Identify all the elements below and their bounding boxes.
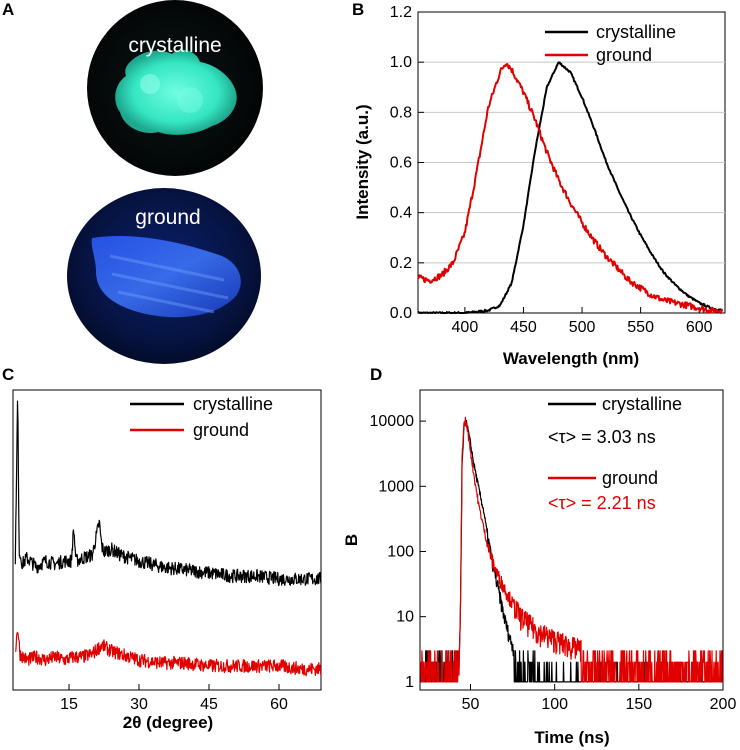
x-tick-label: 400	[452, 319, 479, 336]
y-axis-ticks: 0.0 0.2 0.4 0.6 0.8 1.0 1.2	[390, 4, 424, 322]
x-tick-label: 550	[627, 319, 654, 336]
y-tick-label: 0.8	[390, 104, 412, 121]
legend: crystalline ground	[545, 22, 676, 65]
y-tick-label: 0.2	[390, 255, 412, 272]
legend: crystalline <τ> = 3.03 ns ground <τ> = 2…	[548, 394, 682, 513]
series-group	[417, 61, 723, 314]
legend-label-ground: ground	[193, 420, 249, 440]
x-tick-label: 100	[541, 696, 568, 713]
y-axis-label: Intensity (a.u.)	[353, 104, 372, 219]
series-group	[14, 400, 322, 677]
x-tick-label: 45	[200, 696, 218, 713]
x-axis-label: Time (ns)	[534, 728, 609, 747]
y-tick-label: 1.0	[390, 54, 412, 71]
blob-highlight	[140, 74, 160, 94]
x-tick-label: 150	[625, 696, 652, 713]
series-line-crystalline	[417, 61, 723, 314]
legend-label-ground: ground	[596, 45, 652, 65]
legend-label-crystalline: crystalline	[602, 394, 682, 414]
y-tick-label: 0.4	[390, 205, 412, 222]
photo-bottom-label: ground	[135, 206, 200, 229]
blob-highlight	[177, 87, 203, 113]
x-tick-label: 50	[462, 696, 480, 713]
photo-crystalline: crystalline	[87, 0, 263, 176]
x-tick-label: 30	[130, 696, 148, 713]
x-tick-label: 450	[510, 319, 537, 336]
series-line-ground	[15, 631, 322, 677]
series-line-ground	[417, 62, 723, 314]
panel-d-letter: D	[370, 365, 382, 384]
photo-ground: ground	[67, 188, 261, 364]
legend: crystalline ground	[130, 394, 273, 440]
panel-c: C 15 30 45 60 2θ (degree) crystalline groun…	[2, 365, 322, 732]
series-group	[419, 416, 724, 683]
plot-frame	[12, 389, 322, 691]
x-axis-label: Wavelength (nm)	[503, 349, 639, 368]
y-tick-label: 0.0	[390, 305, 412, 322]
y-tick-label: 0.6	[390, 155, 412, 172]
ground-emission-slab	[91, 236, 241, 318]
panel-b-letter: B	[352, 0, 364, 19]
y-tick-label: 10000	[370, 413, 415, 430]
y-tick-label: 1.2	[390, 4, 412, 21]
photo-top-label: crystalline	[128, 34, 221, 57]
x-tick-label: 600	[686, 319, 713, 336]
y-tick-label: 1000	[378, 478, 414, 495]
legend-label-crystalline: crystalline	[596, 22, 676, 42]
legend-label-ground: ground	[602, 468, 658, 488]
y-axis-label: B	[342, 534, 361, 546]
x-tick-label: 60	[270, 696, 288, 713]
plot-frame	[419, 389, 724, 691]
series-line-crystalline	[14, 400, 322, 587]
slab-texture	[109, 254, 229, 314]
panel-a-letter: A	[2, 0, 14, 19]
x-axis-label: 2θ (degree)	[123, 713, 213, 732]
y-tick-label: 1	[405, 674, 414, 691]
y-gridlines	[418, 61, 725, 264]
panel-c-letter: C	[2, 365, 14, 384]
series-line-crystalline	[419, 419, 724, 683]
x-tick-label: 500	[569, 319, 596, 336]
x-tick-label: 200	[710, 696, 737, 713]
panel-a: A crystalline ground	[2, 0, 263, 364]
y-tick-label: 10	[396, 609, 414, 626]
series-line-ground	[419, 416, 724, 683]
x-tick-label: 15	[60, 696, 78, 713]
x-axis-ticks: 50 100 150 200	[462, 684, 737, 713]
x-axis-ticks: 15 30 45 60	[60, 684, 288, 713]
tau-ground: <τ> = 2.21 ns	[548, 493, 656, 513]
panel-b: B 400 450 500 550 600 0.00.20.40.60.81.01.2 …	[352, 0, 726, 368]
tau-crystalline: <τ> = 3.03 ns	[548, 427, 656, 447]
crystalline-emission-blob	[115, 49, 237, 135]
y-tick-label: 100	[387, 543, 414, 560]
x-axis-ticks: 400 450 500 550 600	[452, 307, 713, 336]
y-axis-ticks: 1 10 100 1000 10000	[370, 413, 426, 691]
legend-label-crystalline: crystalline	[193, 394, 273, 414]
